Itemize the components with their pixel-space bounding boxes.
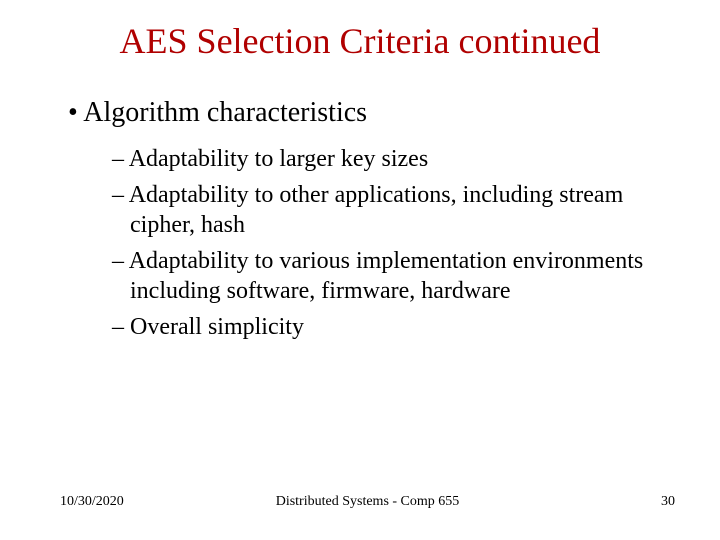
footer: 10/30/2020 Distributed Systems - Comp 65… [60,494,675,510]
slide-body: Algorithm characteristics Adaptability t… [60,95,670,348]
bullet-level2: Overall simplicity [60,312,670,342]
bullet-level2: Adaptability to various implementation e… [60,246,670,306]
slide: AES Selection Criteria continued Algorit… [0,0,720,540]
footer-center: Distributed Systems - Comp 655 [60,494,675,510]
bullet-level2: Adaptability to other applications, incl… [60,180,670,240]
bullet-level2: Adaptability to larger key sizes [60,144,670,174]
slide-title: AES Selection Criteria continued [0,20,720,62]
footer-page: 30 [661,494,675,510]
bullet-level1: Algorithm characteristics [60,95,670,130]
footer-date: 10/30/2020 [60,494,124,510]
